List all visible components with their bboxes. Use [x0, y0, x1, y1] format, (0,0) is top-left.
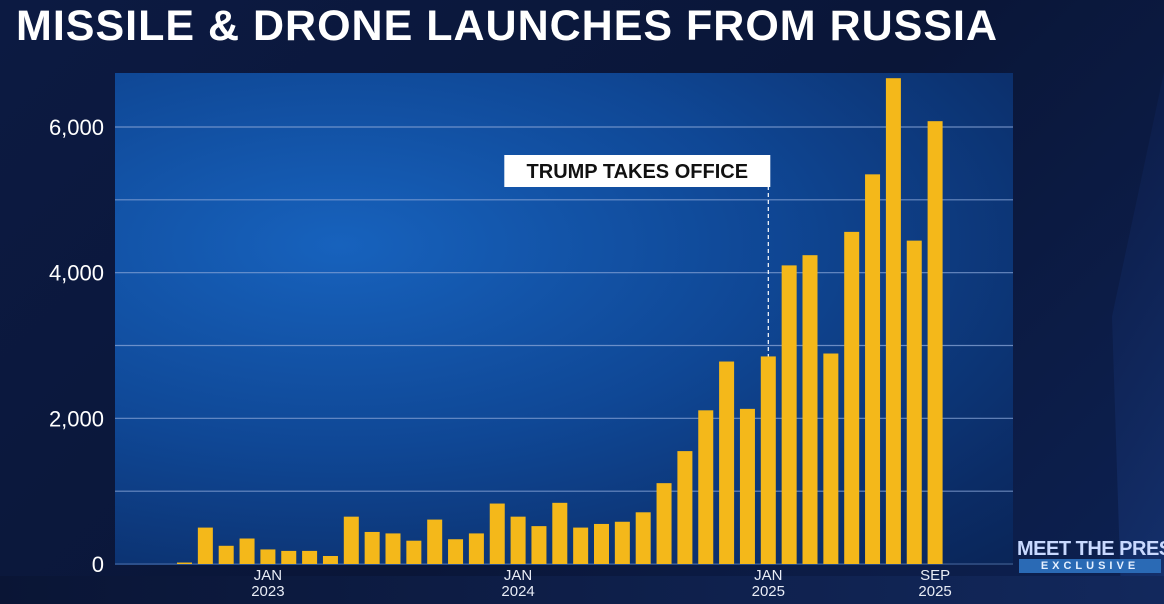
meet-the-press-logo: MEET THE PRESS EXCLUSIVE	[1017, 538, 1164, 576]
bar	[260, 549, 276, 564]
bar	[614, 521, 630, 564]
y-tick-label: 4,000	[49, 261, 104, 286]
annotation-label: TRUMP TAKES OFFICE	[527, 161, 748, 183]
bar	[489, 503, 505, 564]
bar	[197, 527, 213, 564]
bar	[218, 545, 234, 564]
chart-title: MISSILE & DRONE LAUNCHES FROM RUSSIA	[16, 2, 999, 50]
bar	[322, 555, 338, 564]
bar	[698, 410, 714, 564]
bar	[760, 356, 776, 564]
bar	[656, 483, 672, 564]
x-tick-label-month: JAN	[504, 567, 532, 584]
bar	[239, 538, 255, 564]
bar	[739, 408, 755, 564]
bar	[719, 361, 735, 564]
y-tick-label: 0	[92, 552, 104, 577]
bar	[635, 512, 651, 564]
bar	[906, 240, 922, 564]
x-tick-label-month: JAN	[254, 567, 282, 584]
logo-exclusive-badge: EXCLUSIVE	[1019, 559, 1161, 573]
annotation-box	[504, 155, 771, 187]
bar	[302, 550, 318, 564]
bar	[427, 519, 443, 564]
x-tick-label-year: 2025	[918, 583, 951, 600]
bar	[865, 174, 881, 564]
bar	[177, 562, 192, 564]
bar	[364, 531, 380, 564]
bottom-strip	[0, 576, 1164, 604]
x-tick-label-year: 2023	[251, 583, 284, 600]
bar	[677, 451, 693, 564]
x-tick-label-month: JAN	[754, 567, 782, 584]
bar	[281, 550, 297, 564]
bar	[594, 523, 609, 564]
bar	[531, 526, 547, 564]
y-tick-label: 6,000	[49, 115, 104, 140]
bar	[844, 231, 860, 564]
bar	[927, 121, 943, 564]
bar	[468, 533, 484, 564]
bar	[781, 265, 797, 564]
x-tick-label-month: SEP	[920, 567, 950, 584]
bar	[385, 533, 401, 564]
bar	[406, 540, 422, 564]
y-tick-label: 2,000	[49, 406, 104, 431]
bar	[573, 527, 589, 564]
bar	[552, 502, 568, 564]
x-tick-label-year: 2024	[501, 583, 534, 600]
bar	[343, 516, 359, 564]
bar	[885, 78, 901, 565]
bar	[802, 255, 818, 565]
x-tick-label-year: 2025	[752, 583, 785, 600]
bar	[510, 516, 526, 564]
bar	[448, 539, 464, 564]
logo-main-text: MEET THE PRESS	[1017, 538, 1164, 560]
bar	[823, 353, 839, 564]
